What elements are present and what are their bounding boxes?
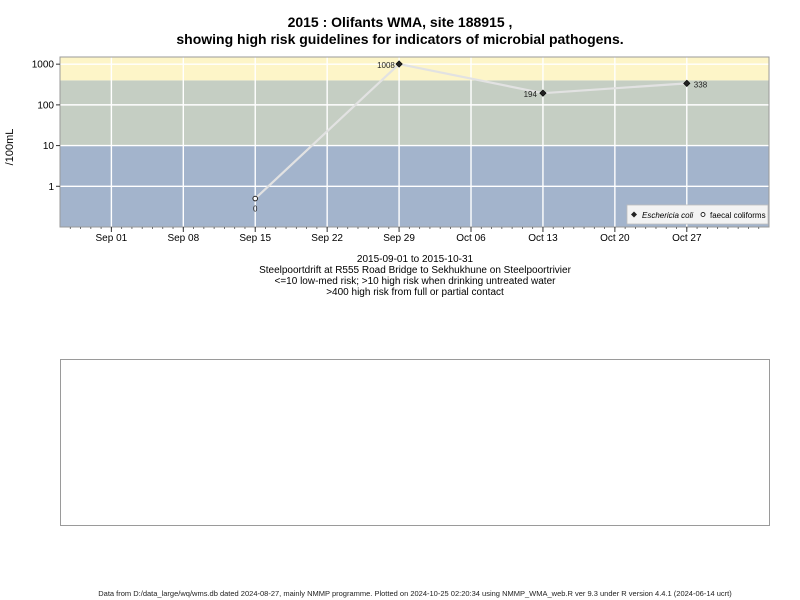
legend-faecal-marker bbox=[700, 212, 706, 217]
chart-title-line-1: 2015 : Olifants WMA, site 188915 , bbox=[287, 14, 513, 30]
x-tick-label-1: Sep 08 bbox=[167, 233, 199, 244]
faecal-data-label-0: 0 bbox=[253, 205, 258, 214]
plot-border bbox=[59, 56, 770, 228]
y-tick-label-0: 1 bbox=[48, 182, 54, 193]
subtitle-site-name: Steelpoortdrift at R555 Road Bridge to S… bbox=[259, 265, 571, 276]
x-tick-label-5: Oct 06 bbox=[456, 233, 486, 244]
subtitle-risk-line-2: >400 high risk from full or partial cont… bbox=[326, 287, 504, 298]
subtitle-date-range: 2015-09-01 to 2015-10-31 bbox=[356, 254, 474, 265]
x-tick-label-3: Sep 22 bbox=[311, 233, 343, 244]
y-tick-label-1: 10 bbox=[43, 141, 55, 152]
series-connecting-line bbox=[254, 62, 687, 200]
x-tick-label-8: Oct 27 bbox=[672, 233, 702, 244]
ecoli-marker-1 bbox=[539, 89, 547, 97]
y-tick-label-2: 100 bbox=[37, 100, 54, 111]
chart-svg: Sep 01 Sep 08 Sep 15 Sep 22 Sep 29 Oct 06 Oct … bbox=[4, 56, 770, 244]
x-tick-label-0: Sep 01 bbox=[96, 233, 128, 244]
legend-ecoli-marker bbox=[631, 211, 637, 218]
faecal-coliform-marker-0 bbox=[252, 195, 259, 202]
legend-ecoli-label: Eschericia coli bbox=[642, 211, 693, 220]
risk-band-2 bbox=[60, 57, 769, 81]
x-tick-label-2: Sep 15 bbox=[239, 233, 271, 244]
ecoli-data-label-1: 194 bbox=[524, 90, 538, 99]
empty-chart-panel bbox=[60, 359, 770, 526]
legend-box bbox=[626, 204, 769, 225]
x-tick-label-6: Oct 13 bbox=[528, 233, 558, 244]
legend-faecal-label: faecal coliforms bbox=[710, 211, 766, 220]
footer-note: Data from D:/data_large/wq/wms.db dated … bbox=[98, 589, 732, 598]
ecoli-data-label-0: 1008 bbox=[377, 61, 395, 70]
ecoli-marker-2 bbox=[683, 79, 691, 87]
y-tick-label-3: 1000 bbox=[32, 60, 55, 71]
ecoli-marker-0 bbox=[395, 60, 403, 68]
x-tick-label-4: Sep 29 bbox=[383, 233, 415, 244]
subtitle-risk-line-1: <=10 low-med risk; >10 high risk when dr… bbox=[274, 276, 556, 287]
y-axis-label: /100mL bbox=[4, 129, 16, 166]
ecoli-data-label-2: 338 bbox=[694, 80, 708, 89]
x-tick-label-7: Oct 20 bbox=[600, 233, 630, 244]
chart-title-line-2: showing high risk guidelines for indicat… bbox=[176, 31, 624, 47]
risk-band-1 bbox=[60, 80, 769, 146]
